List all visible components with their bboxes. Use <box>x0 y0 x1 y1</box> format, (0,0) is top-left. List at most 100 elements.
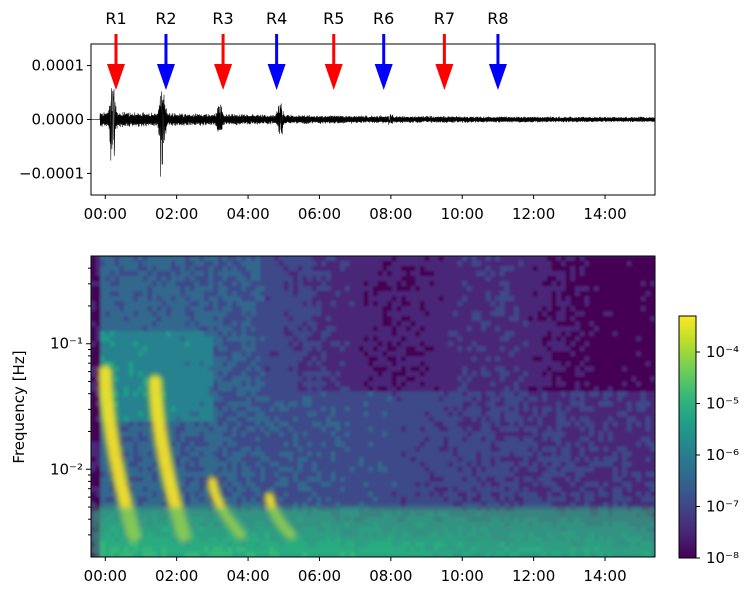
spectrogram-cell <box>250 361 257 367</box>
spectrogram-cell <box>330 346 336 352</box>
spectrogram-cell <box>114 321 120 327</box>
spectrogram-cell <box>391 336 398 342</box>
spectrogram-cell <box>349 416 355 423</box>
spectrogram-cell <box>546 401 553 408</box>
spectrogram-cell <box>495 406 501 413</box>
spectrogram-cell <box>593 411 600 418</box>
spectrogram-cell <box>133 416 139 423</box>
spectrogram-cell <box>330 301 336 307</box>
spectrogram-cell <box>546 311 553 317</box>
spectrogram-cell <box>368 371 374 377</box>
spectrogram-cell <box>523 356 529 362</box>
spectrogram-cell <box>471 286 477 292</box>
spectrogram-cell <box>373 256 379 262</box>
spectrogram-cell <box>589 406 595 413</box>
spectrogram-cell <box>387 376 393 383</box>
spectrogram-cell <box>420 256 426 262</box>
spectrogram-cell <box>297 426 304 433</box>
spectrogram-cell <box>462 456 468 463</box>
spectrogram-cell <box>222 326 228 332</box>
spectrogram-cell <box>175 451 181 458</box>
spectrogram-cell <box>405 451 412 458</box>
spectrogram-cell <box>551 336 557 342</box>
spectrogram-cell <box>593 271 600 277</box>
spectrogram-cell <box>349 336 355 342</box>
spectrogram-cell <box>274 306 280 312</box>
spectrogram-cell <box>608 331 614 337</box>
spectrogram-cell <box>349 436 355 443</box>
spectrogram-cell <box>622 271 628 277</box>
spectrogram-cell <box>551 371 557 377</box>
spectrogram-cell <box>128 351 134 357</box>
spectrogram-cell <box>377 276 383 282</box>
spectrogram-cell <box>373 351 379 357</box>
spectrogram-cell <box>429 291 435 297</box>
spectrogram-cell <box>509 256 515 262</box>
spectrogram-cell <box>260 276 266 282</box>
spectrogram-cell <box>405 406 412 413</box>
spectrogram-cell <box>279 311 285 317</box>
spectrogram-cell <box>180 301 186 307</box>
spectrogram-cell <box>495 391 501 398</box>
spectrogram-cell <box>561 366 567 372</box>
spectrogram-cell <box>307 301 313 307</box>
spectrogram-cell <box>598 266 604 272</box>
spectrogram-cell <box>424 286 430 292</box>
spectrogram-cell <box>368 311 374 317</box>
spectrogram-cell <box>264 371 271 377</box>
spectrogram-cell <box>105 331 111 337</box>
spectrogram-cell <box>467 376 473 383</box>
spectrogram-cell <box>227 411 233 418</box>
spectrogram-cell <box>622 401 628 408</box>
spectrogram-cell <box>133 426 139 433</box>
spectrogram-cell <box>429 446 435 453</box>
spectrogram-cell <box>250 271 257 277</box>
spectrogram-cell <box>279 426 285 433</box>
spectrogram-cell <box>593 451 600 458</box>
spectrogram-cell <box>222 276 228 282</box>
spectrogram-cell <box>377 286 383 292</box>
spectrogram-cell <box>133 321 139 327</box>
spectrogram-cell <box>274 426 280 433</box>
spectrogram-cell <box>518 271 524 277</box>
spectrogram-cell <box>561 276 567 282</box>
spectrogram-cell <box>626 431 633 438</box>
spectrogram-cell <box>250 326 257 332</box>
spectrogram-cell <box>194 406 200 413</box>
spectrogram-cell <box>452 271 459 277</box>
spectrogram-cell <box>457 401 463 408</box>
spectrogram-cell <box>452 371 459 377</box>
spectrogram-cell <box>119 396 125 403</box>
spectrogram-cell <box>91 261 97 267</box>
spectrogram-cell <box>396 316 402 322</box>
spectrogram-cell <box>546 336 553 342</box>
spectrogram-cell <box>311 311 318 317</box>
spectrogram-cell <box>532 381 539 388</box>
spectrogram-cell <box>650 371 655 377</box>
spectrogram-cell <box>593 296 600 302</box>
spectrogram-cell <box>241 401 247 408</box>
spectrogram-cell <box>631 316 637 322</box>
spectrogram-cell <box>175 436 181 443</box>
spectrogram-cell <box>260 376 266 383</box>
spectrogram-cell <box>326 261 332 267</box>
spectrogram-cell <box>363 341 369 347</box>
spectrogram-cell <box>217 386 224 393</box>
spectrogram-cell <box>194 306 200 312</box>
spectrogram-cell <box>105 351 111 357</box>
spectrogram-cell <box>368 341 374 347</box>
spectrogram-cell <box>593 286 600 292</box>
spectrogram-cell <box>297 376 304 383</box>
spectrogram-cell <box>457 256 463 262</box>
spectrogram-cell <box>612 331 618 337</box>
spectrogram-cell <box>391 311 398 317</box>
spectrogram-cell <box>358 311 365 317</box>
spectrogram-cell <box>504 456 510 463</box>
spectrogram-cell <box>283 326 289 332</box>
spectrogram-cell <box>382 431 388 438</box>
spectrogram-cell <box>523 431 529 438</box>
spectrogram-cell <box>241 381 247 388</box>
spectrogram-cell <box>424 451 430 458</box>
spectrogram-cell <box>495 316 501 322</box>
spectrogram-cell <box>170 341 177 347</box>
